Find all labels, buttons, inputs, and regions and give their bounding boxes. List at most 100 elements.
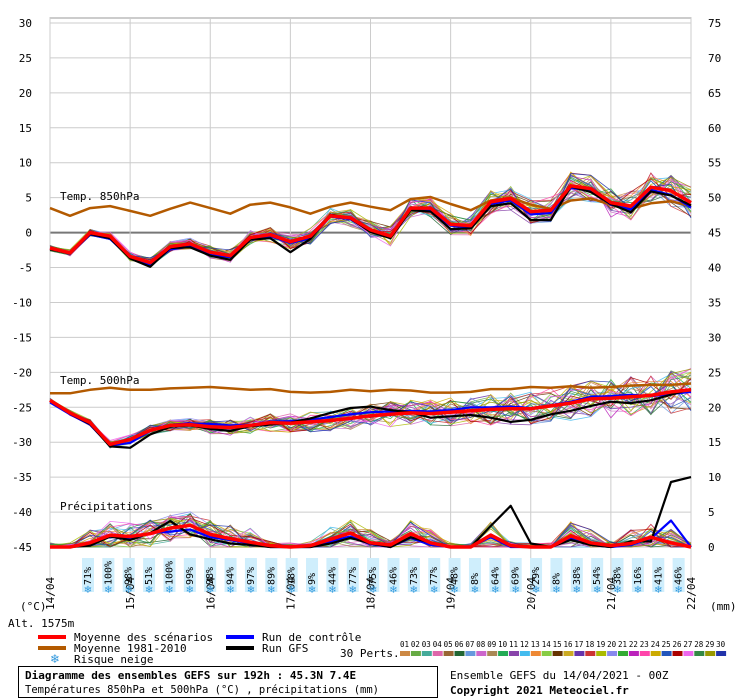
pert-swatch — [694, 651, 705, 656]
right-tick-label: 10 — [708, 471, 721, 484]
pert-swatch — [683, 651, 694, 656]
pert-number: 14 — [542, 640, 552, 649]
right-tick-label: 60 — [708, 122, 721, 135]
perturbation-line — [50, 519, 692, 548]
snow-risk-bar — [326, 558, 339, 592]
pert-swatch — [487, 651, 498, 656]
snowflake-icon: ❄ — [145, 585, 153, 596]
pert-number: 07 — [465, 640, 474, 649]
right-tick-label: 55 — [708, 157, 721, 170]
snowflake-icon: ❄ — [125, 585, 133, 596]
snowflake-icon: ❄ — [634, 585, 642, 596]
snow-risk-bar — [82, 558, 94, 592]
snow-risk-bar — [631, 558, 644, 592]
snow-risk-bar — [346, 558, 359, 592]
pert-swatch — [618, 651, 628, 656]
snow-risk-label: 18% — [287, 567, 298, 585]
left-tick-label: -25 — [12, 401, 32, 414]
snow-risk-label: 75% — [368, 567, 379, 585]
right-tick-label: 0 — [708, 541, 715, 554]
perts-label: 30 Perts. — [340, 647, 400, 660]
right-tick-label: 40 — [708, 262, 721, 275]
pert-number: 06 — [455, 640, 465, 649]
pert-swatch — [432, 651, 443, 656]
pert-number: 26 — [673, 640, 683, 649]
snow-risk-bar — [468, 558, 481, 592]
altitude-label: Alt. 1575m — [8, 617, 75, 630]
snow-risk-bar — [306, 558, 319, 592]
snow-risk-bar — [611, 558, 624, 592]
snowflake-icon: ❄ — [165, 585, 173, 596]
snowflake-icon: ❄ — [552, 585, 560, 596]
snow-risk-bar — [204, 558, 217, 592]
snowflake-icon: ❄ — [491, 585, 499, 596]
pert-swatch — [639, 651, 650, 656]
left-tick-label: 5 — [25, 192, 32, 205]
pert-number: 16 — [564, 640, 574, 649]
pert-number: 13 — [531, 640, 540, 649]
snowflake-icon: ❄ — [308, 585, 316, 596]
snow-risk-label: 69% — [511, 567, 522, 585]
right-tick-label: 70 — [708, 52, 721, 65]
left-tick-label: 30 — [19, 17, 32, 30]
snow-risk-label: 46% — [674, 567, 685, 585]
x-tick-label: 15/04 — [124, 577, 137, 610]
left-tick-label: -5 — [19, 262, 32, 275]
perturbation-line — [49, 380, 692, 446]
snow-risk-bar — [652, 558, 665, 592]
snow-risk-label: 98% — [124, 567, 135, 585]
x-tick-label: 21/04 — [605, 577, 618, 610]
perturbation-line — [49, 173, 692, 259]
snow-risk-bar — [509, 558, 522, 592]
snowflake-icon: ❄ — [573, 585, 581, 596]
panel-label-t850: Temp. 850hPa — [60, 190, 139, 203]
footer-title-box: Diagramme des ensembles GEFS sur 192h : … — [18, 666, 438, 698]
snow-risk-bar — [285, 558, 298, 592]
snow-risk-label: 16% — [633, 567, 644, 585]
snow-risk-bar — [428, 558, 441, 592]
left-tick-label: -15 — [12, 331, 32, 344]
snow-risk-bar — [163, 558, 176, 592]
pert-swatch — [465, 651, 476, 656]
snow-risk-bar — [672, 558, 685, 592]
snow-risk-label: 8% — [470, 573, 481, 585]
pert-number: 05 — [444, 640, 453, 649]
left-tick-label: 0 — [25, 227, 32, 240]
pert-number: 01 — [400, 640, 409, 649]
snow-risk-label: 44% — [327, 567, 338, 585]
snow-risk-bar — [183, 558, 196, 592]
left-tick-label: -10 — [12, 296, 32, 309]
right-tick-label: 30 — [708, 331, 721, 344]
snowflake-icon: ❄ — [593, 585, 601, 596]
left-axis-unit: (°C) — [20, 600, 47, 613]
right-tick-label: 5 — [708, 506, 715, 519]
snow-risk-bar — [570, 558, 583, 592]
snowflake-icon: ❄ — [450, 585, 458, 596]
left-tick-label: 15 — [19, 122, 32, 135]
left-tick-label: 10 — [19, 157, 32, 170]
snow-risk-bar — [489, 558, 502, 592]
pert-swatch — [628, 651, 639, 656]
left-tick-label: 20 — [19, 87, 32, 100]
pert-number: 25 — [662, 640, 671, 649]
left-tick-label: -20 — [12, 366, 32, 379]
snowflake-icon: ❄ — [226, 585, 234, 596]
legend-label: Moyenne des scénarios — [74, 631, 213, 644]
snow-risk-label: 94% — [226, 567, 237, 585]
left-tick-label: -45 — [12, 541, 32, 554]
snowflake-icon: ❄ — [512, 585, 520, 596]
pert-number: 27 — [683, 640, 692, 649]
right-tick-label: 15 — [708, 436, 721, 449]
perturbation-line — [50, 519, 692, 548]
snowflake-icon: ❄ — [247, 585, 255, 596]
pert-number: 08 — [476, 640, 486, 649]
snowflake-icon: ❄ — [674, 585, 682, 596]
panel-label-precip: Précipitations — [60, 500, 153, 513]
snow-risk-label: 41% — [653, 567, 664, 585]
pert-number: 04 — [433, 640, 443, 649]
footer-subtitle: Températures 850hPa et 500hPa (°C) , pré… — [25, 684, 380, 696]
snowflake-icon: ❄ — [532, 585, 540, 596]
right-tick-label: 65 — [708, 87, 721, 100]
snowflake-icon: ❄ — [389, 585, 397, 596]
